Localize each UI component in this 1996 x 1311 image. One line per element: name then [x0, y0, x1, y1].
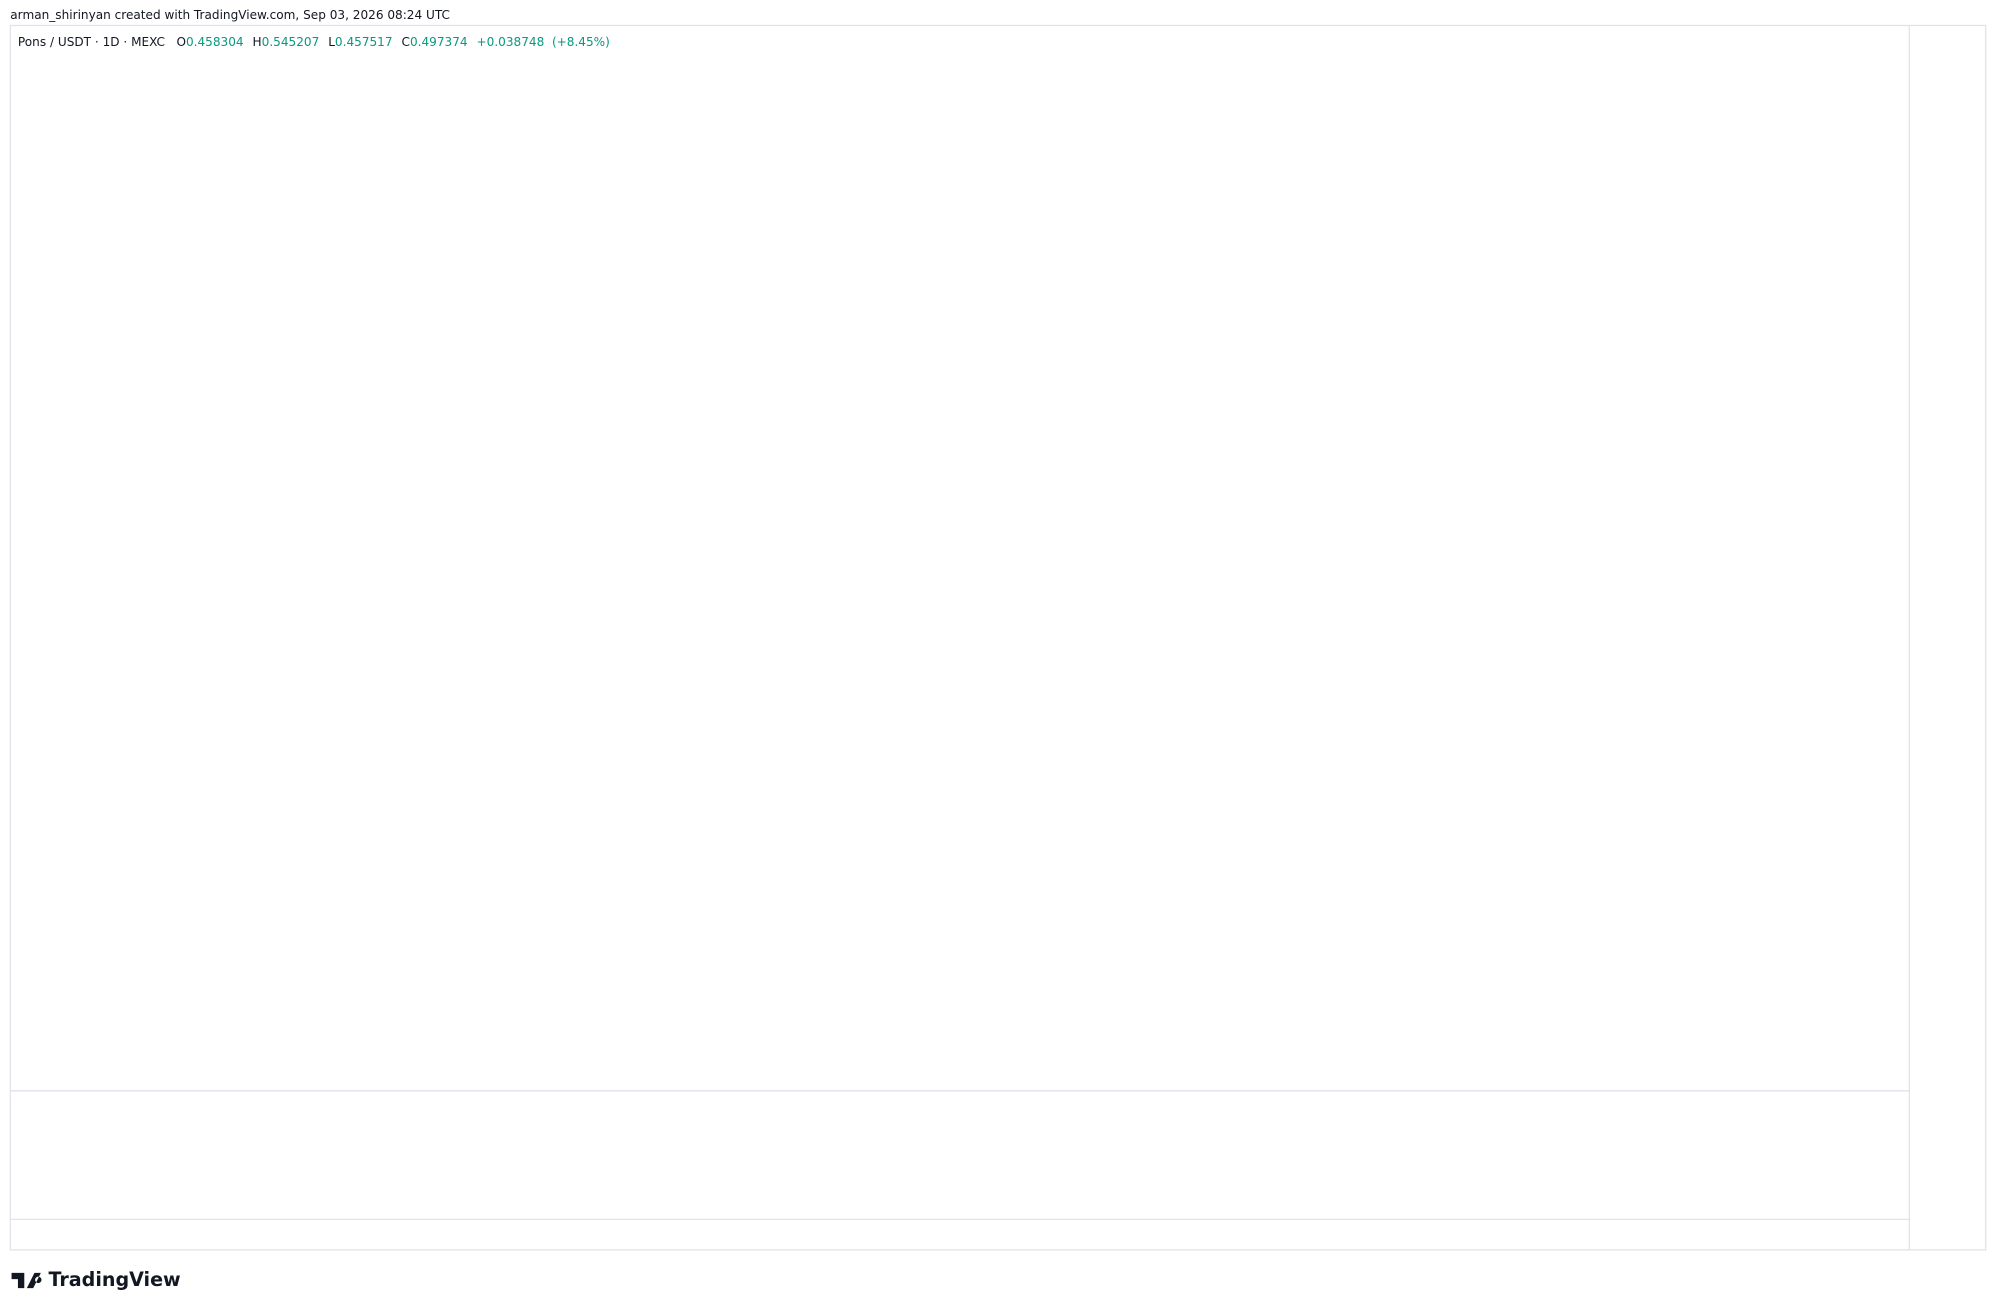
- legend-title: Pons / USDT · 1D · MEXC: [18, 35, 165, 49]
- legend-high: 0.545207: [262, 35, 320, 49]
- legend-open: 0.458304: [186, 35, 244, 49]
- legend-o: O: [176, 35, 186, 49]
- legend-c: C: [402, 35, 410, 49]
- brand-logo: [11, 1272, 42, 1289]
- frame: [9, 24, 1987, 1251]
- brand: TradingView: [48, 1268, 180, 1291]
- legend-change-pct: (+8.45%): [552, 35, 610, 49]
- credit: arman_shirinyan created with TradingView…: [10, 8, 450, 22]
- legend-h: H: [253, 35, 262, 49]
- legend: Pons / USDT · 1D · MEXC O0.458304 H0.545…: [18, 35, 610, 49]
- legend-change: +0.038748: [477, 35, 545, 49]
- legend-close: 0.497374: [410, 35, 468, 49]
- legend-l: L: [328, 35, 335, 49]
- legend-low: 0.457517: [335, 35, 393, 49]
